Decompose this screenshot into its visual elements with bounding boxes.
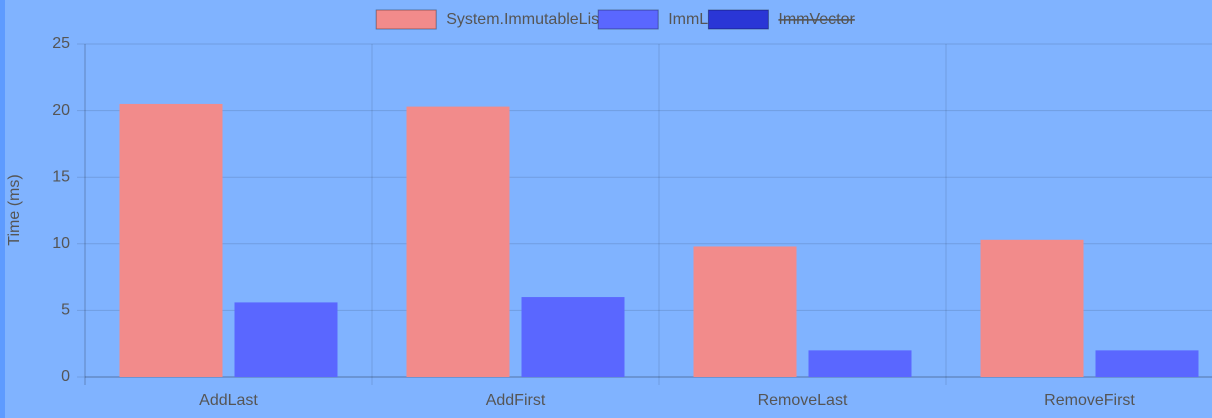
legend-label[interactable]: System.ImmutableList: [446, 11, 604, 28]
legend-swatch[interactable]: [707, 9, 769, 30]
legend-label[interactable]: ImmVector: [778, 11, 855, 28]
bar: [693, 246, 797, 377]
y-tick-label: 15: [52, 168, 70, 185]
bar: [234, 302, 338, 377]
bar: [406, 106, 510, 377]
x-tick-label: RemoveLast: [758, 392, 848, 409]
x-tick-label: RemoveFirst: [1044, 392, 1135, 409]
bar: [808, 350, 912, 377]
x-tick-label: AddFirst: [486, 392, 546, 409]
y-tick-label: 5: [61, 302, 70, 319]
y-tick-label: 0: [61, 368, 70, 385]
bar: [521, 297, 625, 377]
left-strip: [0, 0, 5, 418]
bar: [119, 103, 223, 377]
bar: [980, 239, 1084, 377]
bar: [1095, 350, 1199, 377]
legend-swatch[interactable]: [375, 9, 437, 30]
y-axis-label: Time (ms): [6, 174, 23, 245]
y-tick-label: 25: [52, 35, 70, 52]
y-tick-label: 20: [52, 102, 70, 119]
legend-swatch[interactable]: [597, 9, 659, 30]
y-tick-label: 10: [52, 235, 70, 252]
x-tick-label: AddLast: [199, 392, 258, 409]
